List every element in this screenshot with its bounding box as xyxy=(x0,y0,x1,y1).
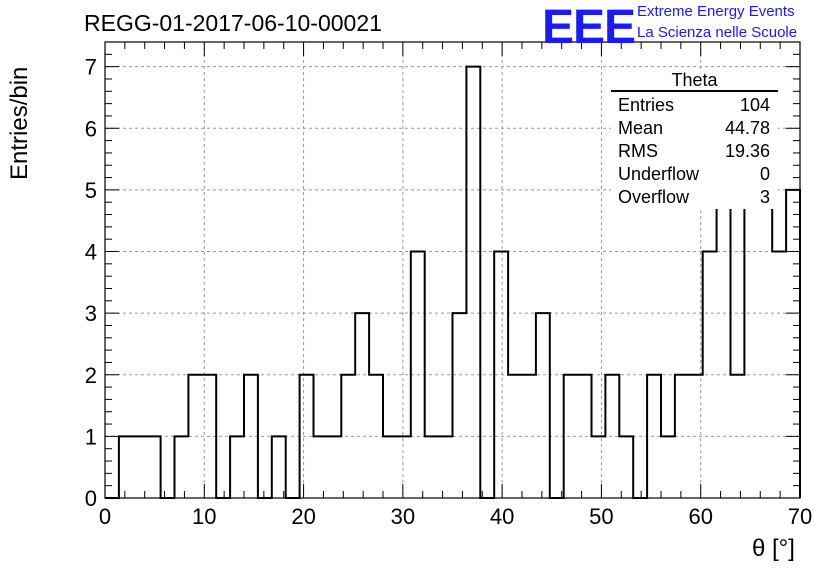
y-tick-label: 6 xyxy=(85,116,97,141)
y-tick-label: 0 xyxy=(85,486,97,511)
x-axis-label: θ [°] xyxy=(752,535,795,562)
histogram-bin xyxy=(453,313,467,498)
stats-label: RMS xyxy=(618,141,658,161)
stats-label: Mean xyxy=(618,118,664,138)
histogram-bin xyxy=(175,436,189,498)
x-tick-label: 60 xyxy=(688,504,712,529)
histogram-bin xyxy=(314,436,328,498)
y-axis-label: Entries/bin xyxy=(6,66,33,180)
histogram-bin xyxy=(744,190,758,498)
logo-line-1: Extreme Energy Events xyxy=(637,3,795,20)
y-tick-label: 2 xyxy=(85,363,97,388)
stats-label: Entries xyxy=(618,95,675,115)
y-tick-label: 7 xyxy=(85,55,97,80)
x-tick-label: 50 xyxy=(589,504,613,529)
histogram-bin xyxy=(230,436,244,498)
x-tick-label: 70 xyxy=(788,504,812,529)
stats-label: Underflow xyxy=(618,164,700,184)
x-tick-label: 0 xyxy=(99,504,111,529)
stats-value: 44.78 xyxy=(724,118,770,138)
stats-row-underflow: Underflow 0 xyxy=(611,163,778,186)
histogram-bin xyxy=(425,436,439,498)
logo-line-2: La Scienza nelle Scuole xyxy=(637,24,798,41)
x-tick-label: 10 xyxy=(192,504,216,529)
histogram-bin xyxy=(272,436,286,498)
y-tick-label: 4 xyxy=(85,240,97,265)
histogram-bin xyxy=(119,436,133,498)
stats-value: 19.36 xyxy=(724,141,770,161)
histogram-bin xyxy=(592,436,606,498)
stats-value: 104 xyxy=(739,95,770,115)
histogram-bin xyxy=(133,436,147,498)
stats-row-mean: Mean 44.78 xyxy=(611,117,778,140)
stats-label: Overflow xyxy=(618,187,690,207)
stats-row-overflow: Overflow 3 xyxy=(611,186,778,209)
histogram-bin xyxy=(619,436,633,498)
stats-value: 0 xyxy=(759,164,770,184)
histogram-bin xyxy=(383,436,397,498)
histogram-bin xyxy=(355,313,369,498)
histogram-bin xyxy=(661,436,675,498)
histogram-bin xyxy=(439,436,453,498)
x-tick-label: 40 xyxy=(490,504,514,529)
y-tick-label: 5 xyxy=(85,178,97,203)
stats-row-rms: RMS 19.36 xyxy=(611,140,778,163)
x-tick-label: 30 xyxy=(391,504,415,529)
histogram-bin xyxy=(536,313,550,498)
eee-logo: EEE xyxy=(542,1,636,54)
histogram-bin xyxy=(466,67,480,498)
y-tick-label: 3 xyxy=(85,301,97,326)
plot-frame xyxy=(104,41,801,499)
histogram-outline xyxy=(105,65,801,499)
histogram-bin xyxy=(397,436,411,498)
y-tick-label: 1 xyxy=(85,424,97,449)
histogram-bin xyxy=(147,436,161,498)
x-tick-label: 20 xyxy=(291,504,315,529)
histogram-bin xyxy=(327,436,341,498)
histogram-bin xyxy=(703,252,717,498)
histogram-bin xyxy=(717,190,731,498)
chart-title: REGG-01-2017-06-10-00021 xyxy=(84,10,382,36)
stats-row-entries: Entries 104 xyxy=(611,94,778,117)
stats-box: Theta Entries 104 Mean 44.78 RMS 19.36 Unde… xyxy=(611,70,778,209)
stats-value: 3 xyxy=(759,187,770,207)
stats-box-title: Theta xyxy=(611,70,778,92)
histogram-bin xyxy=(786,190,800,498)
